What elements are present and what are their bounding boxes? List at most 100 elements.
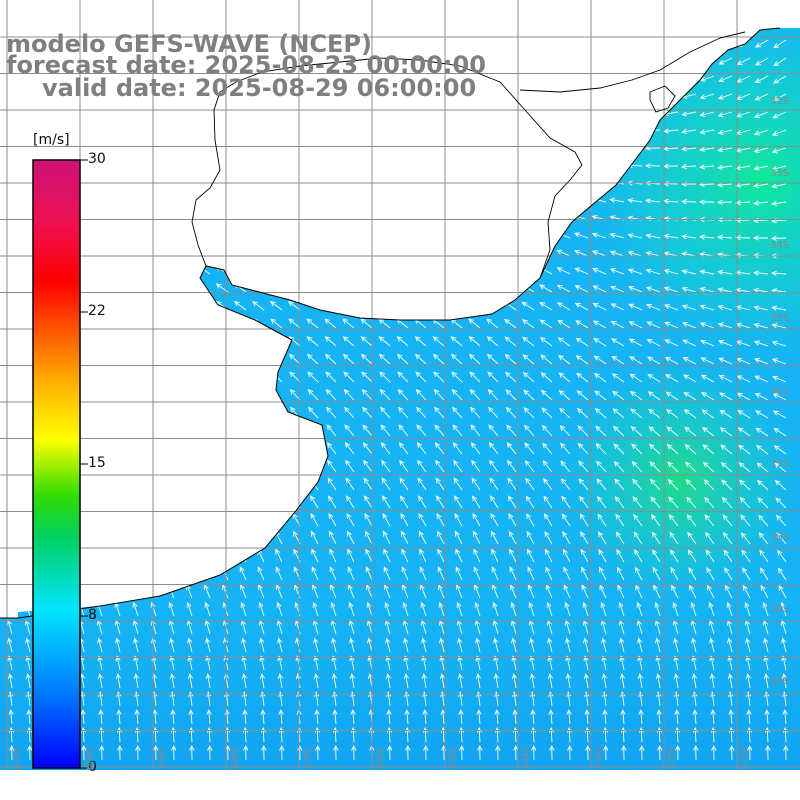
wind-arrow bbox=[417, 459, 427, 473]
wind-arrow bbox=[491, 530, 499, 545]
wind-arrow bbox=[170, 709, 176, 725]
wind-arrow bbox=[698, 199, 715, 205]
wind-arrow bbox=[615, 531, 625, 545]
wind-arrow bbox=[691, 673, 697, 689]
wind-arrow bbox=[9, 744, 15, 761]
wind-arrow bbox=[307, 389, 319, 401]
wind-arrow bbox=[683, 409, 697, 419]
wind-arrow bbox=[647, 391, 661, 401]
lon-label-54w: 54W bbox=[521, 747, 532, 770]
wind-arrow bbox=[664, 356, 679, 365]
wind-arrow bbox=[396, 336, 409, 347]
wind-arrow bbox=[493, 655, 499, 671]
wind-arrow bbox=[735, 270, 751, 276]
wind-arrow bbox=[629, 391, 643, 401]
wind-arrow bbox=[593, 338, 607, 347]
wind-arrow bbox=[735, 147, 751, 153]
wind-arrow bbox=[542, 460, 553, 473]
border-line bbox=[191, 57, 583, 279]
wind-arrow bbox=[780, 601, 787, 617]
wind-arrow bbox=[649, 443, 661, 455]
wind-arrow bbox=[584, 709, 590, 725]
wind-arrow bbox=[489, 477, 499, 491]
wind-arrow bbox=[702, 461, 715, 473]
wind-arrow bbox=[595, 425, 607, 437]
wind-arrow bbox=[562, 530, 571, 545]
wind-arrow bbox=[657, 744, 663, 761]
wind-arrow bbox=[781, 673, 787, 689]
wind-arrow bbox=[437, 548, 445, 563]
wind-arrow bbox=[508, 530, 517, 545]
wind-arrow bbox=[347, 548, 355, 563]
wind-arrow bbox=[473, 530, 481, 545]
wind-arrow bbox=[328, 495, 337, 509]
wind-arrow bbox=[438, 601, 445, 617]
wind-arrow bbox=[310, 513, 319, 527]
wind-arrow bbox=[742, 584, 751, 599]
wind-arrow bbox=[755, 39, 769, 48]
wind-arrow bbox=[562, 548, 571, 563]
wind-arrow bbox=[650, 496, 661, 509]
wind-arrow bbox=[380, 424, 391, 437]
wind-arrow bbox=[758, 532, 769, 545]
wind-arrow bbox=[347, 566, 355, 581]
wind-arrow bbox=[486, 318, 499, 329]
wind-arrow bbox=[573, 232, 589, 239]
wind-arrow bbox=[613, 460, 625, 473]
wind-arrow bbox=[270, 318, 283, 329]
wind-arrow bbox=[342, 336, 355, 347]
wind-arrow bbox=[507, 495, 517, 509]
wind-arrow bbox=[288, 318, 301, 329]
wind-arrow bbox=[541, 407, 553, 419]
wind-arrow bbox=[547, 673, 553, 689]
wind-arrow bbox=[468, 318, 481, 329]
wind-arrow bbox=[724, 567, 733, 581]
wind-arrow bbox=[365, 548, 373, 563]
wind-arrow bbox=[609, 268, 625, 275]
wind-arrow bbox=[653, 584, 661, 599]
wind-arrow bbox=[401, 530, 409, 545]
wind-arrow bbox=[591, 250, 607, 257]
wind-arrow bbox=[746, 709, 752, 725]
wind-arrow bbox=[366, 601, 373, 617]
wind-arrow bbox=[765, 744, 771, 761]
wind-arrow bbox=[585, 744, 591, 761]
wind-arrow bbox=[691, 655, 697, 671]
wind-arrow bbox=[360, 353, 373, 365]
lat-label-40s: 40S bbox=[770, 676, 790, 687]
wind-arrow bbox=[487, 371, 499, 383]
wind-arrow bbox=[736, 57, 751, 65]
wind-arrow bbox=[737, 410, 751, 419]
wind-arrow bbox=[771, 323, 787, 329]
wind-arrow bbox=[80, 709, 86, 725]
wind-arrow bbox=[421, 655, 427, 671]
wind-arrow bbox=[240, 601, 247, 617]
wind-arrow bbox=[777, 567, 787, 581]
wind-arrow bbox=[504, 336, 517, 347]
wind-arrow bbox=[205, 673, 211, 689]
wind-arrow bbox=[775, 514, 787, 527]
wind-arrow bbox=[682, 357, 697, 365]
wind-arrow bbox=[512, 709, 518, 725]
wind-arrow bbox=[398, 406, 409, 419]
wind-arrow bbox=[330, 601, 337, 617]
wind-arrow bbox=[701, 409, 715, 419]
wind-arrow bbox=[401, 548, 409, 563]
wind-arrow bbox=[276, 601, 283, 617]
lon-label-58w: 58W bbox=[230, 747, 241, 770]
wind-arrow bbox=[734, 217, 751, 223]
wind-arrow bbox=[709, 637, 715, 653]
wind-arrow bbox=[753, 147, 769, 154]
wind-arrow bbox=[385, 673, 391, 689]
wind-arrow bbox=[414, 353, 427, 365]
wind-arrow bbox=[475, 673, 481, 689]
wind-arrow bbox=[364, 513, 373, 527]
colorbar bbox=[32, 159, 88, 769]
wind-arrow bbox=[418, 513, 427, 527]
colorbar-unit: [m/s] bbox=[33, 132, 70, 148]
wind-arrow bbox=[717, 129, 733, 135]
wind-arrow bbox=[543, 495, 553, 509]
wind-arrow bbox=[574, 249, 589, 257]
wind-arrow bbox=[575, 320, 589, 329]
wind-arrow bbox=[523, 389, 535, 401]
